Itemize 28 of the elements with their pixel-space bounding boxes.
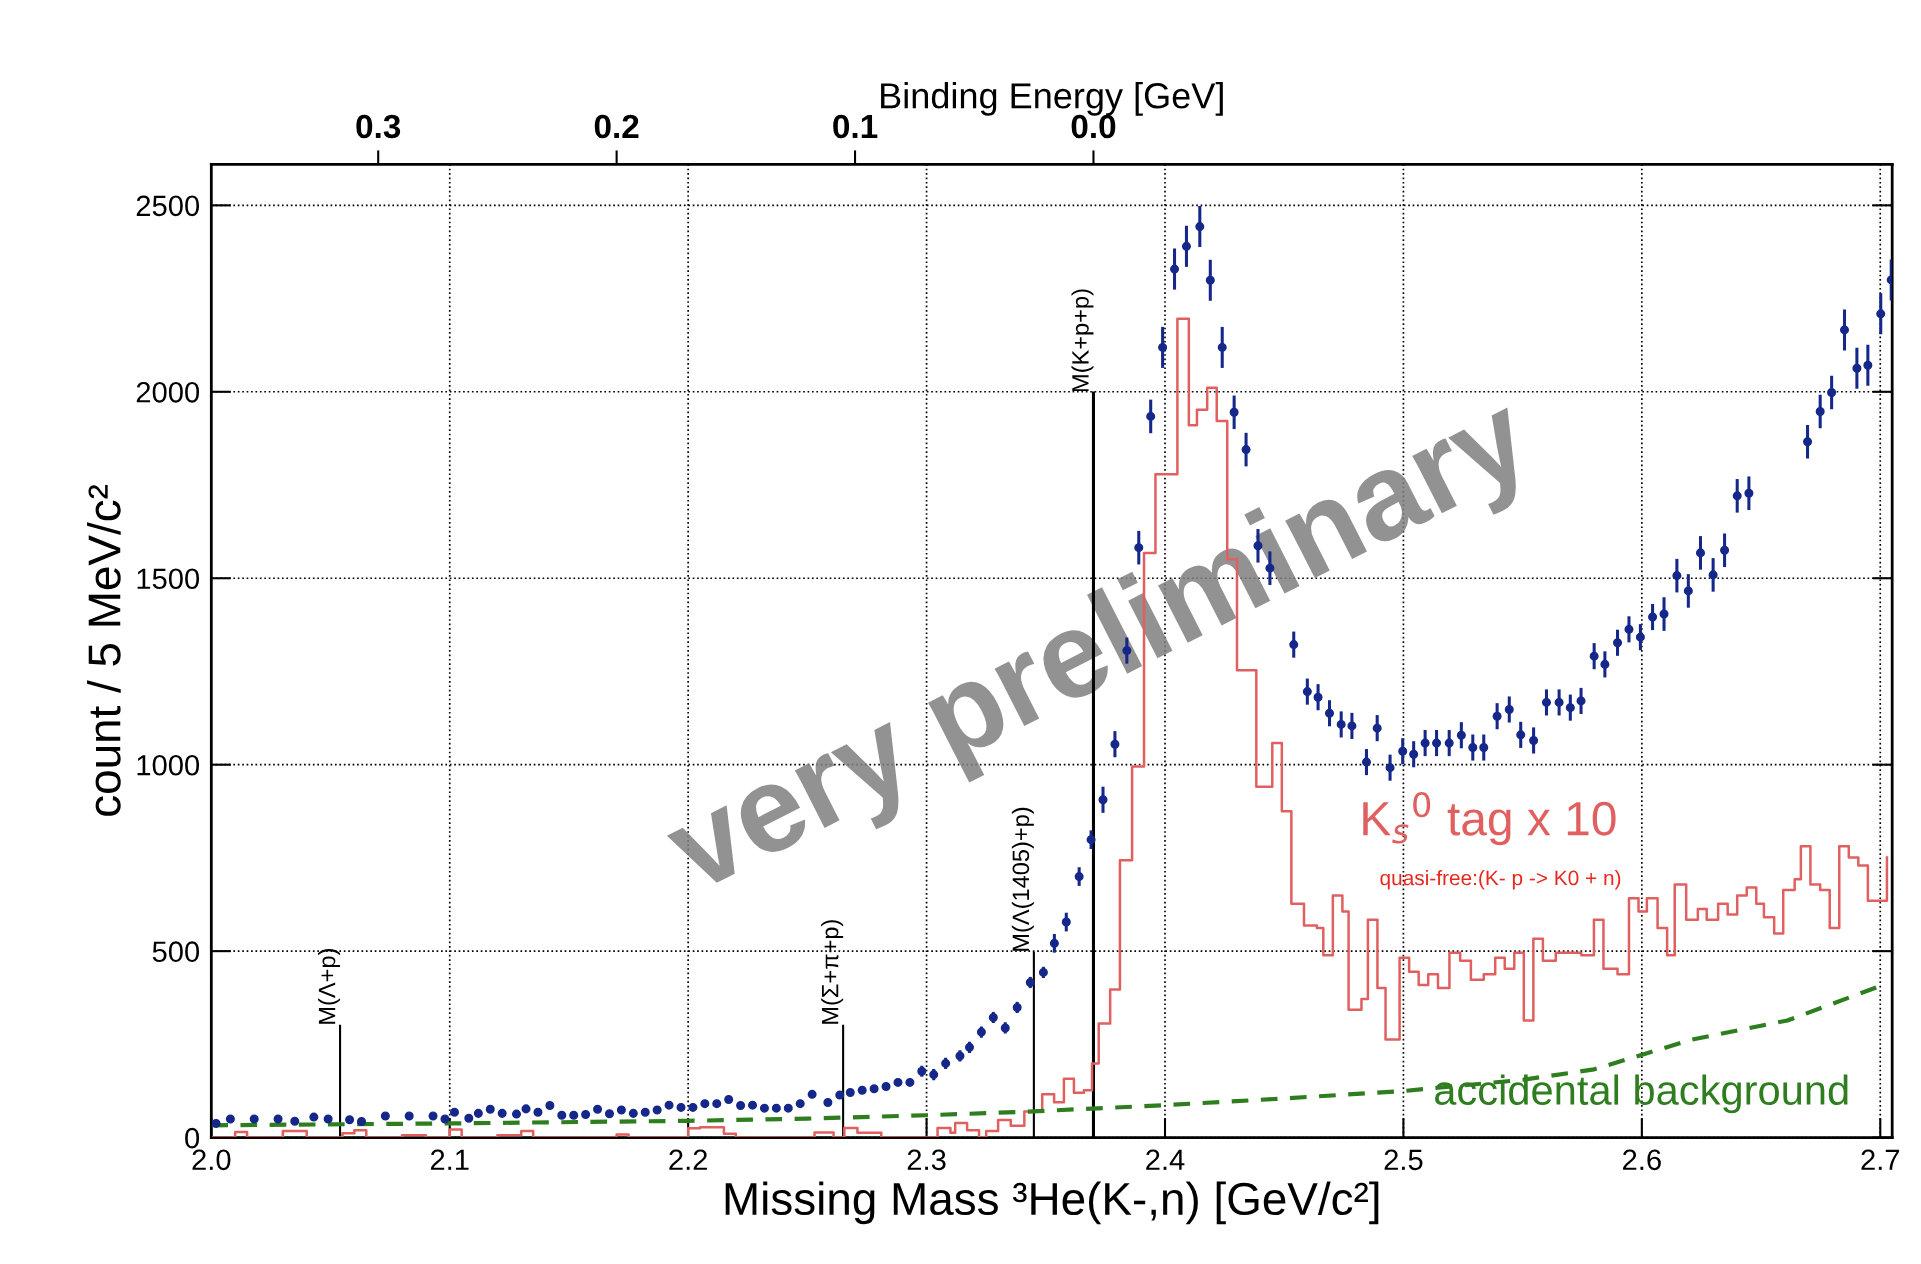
x-tick-label: 2.7 [1861, 1149, 1900, 1170]
x-tick-label: 2.4 [1146, 1149, 1185, 1170]
x-tick-label: 2.3 [907, 1149, 946, 1171]
ref-line-label: M(Σ+π+p) [821, 920, 844, 1024]
ref-line-label: M(Λ+p) [318, 949, 341, 1024]
x2-tick-label: 0.1 [833, 114, 878, 139]
y-tick-label: 1000 [137, 754, 200, 776]
series-label: K$_{s}$$^{0}$ tag x 10 [1363, 791, 1616, 846]
y-tick-label: 2000 [136, 381, 200, 403]
series-label: accidental background [1435, 1074, 1848, 1114]
x2-tick-label: 0.0 [1071, 114, 1116, 139]
y-axis-title: count / 5 MeV/c² [87, 484, 121, 816]
y-tick-label: 2500 [136, 195, 200, 217]
x-tick-label: 2.1 [430, 1149, 469, 1170]
x2-axis-title: Binding Energy [GeV] [881, 82, 1223, 116]
x2-tick-label: 0.3 [356, 114, 401, 139]
x-tick-label: 2.2 [669, 1149, 707, 1170]
y-tick-label: 1500 [137, 568, 200, 590]
x-axis-title: Missing Mass ³He(K-,n) [GeV/c²] [725, 1181, 1379, 1225]
ref-line-label: M(K+p+p) [1071, 289, 1094, 392]
ref-line-label: M(Λ(1405)+p) [1011, 807, 1034, 951]
x-tick-label: 2.6 [1623, 1149, 1661, 1171]
y-tick-label: 0 [185, 1127, 200, 1149]
x2-tick-label: 0.2 [594, 114, 639, 139]
x-tick-label: 2.5 [1384, 1149, 1423, 1171]
annotation: quasi-free:(K- p -> K0 + n) [1380, 869, 1621, 890]
x-tick-label: 2.0 [192, 1149, 231, 1171]
y-tick-label: 500 [152, 941, 200, 962]
